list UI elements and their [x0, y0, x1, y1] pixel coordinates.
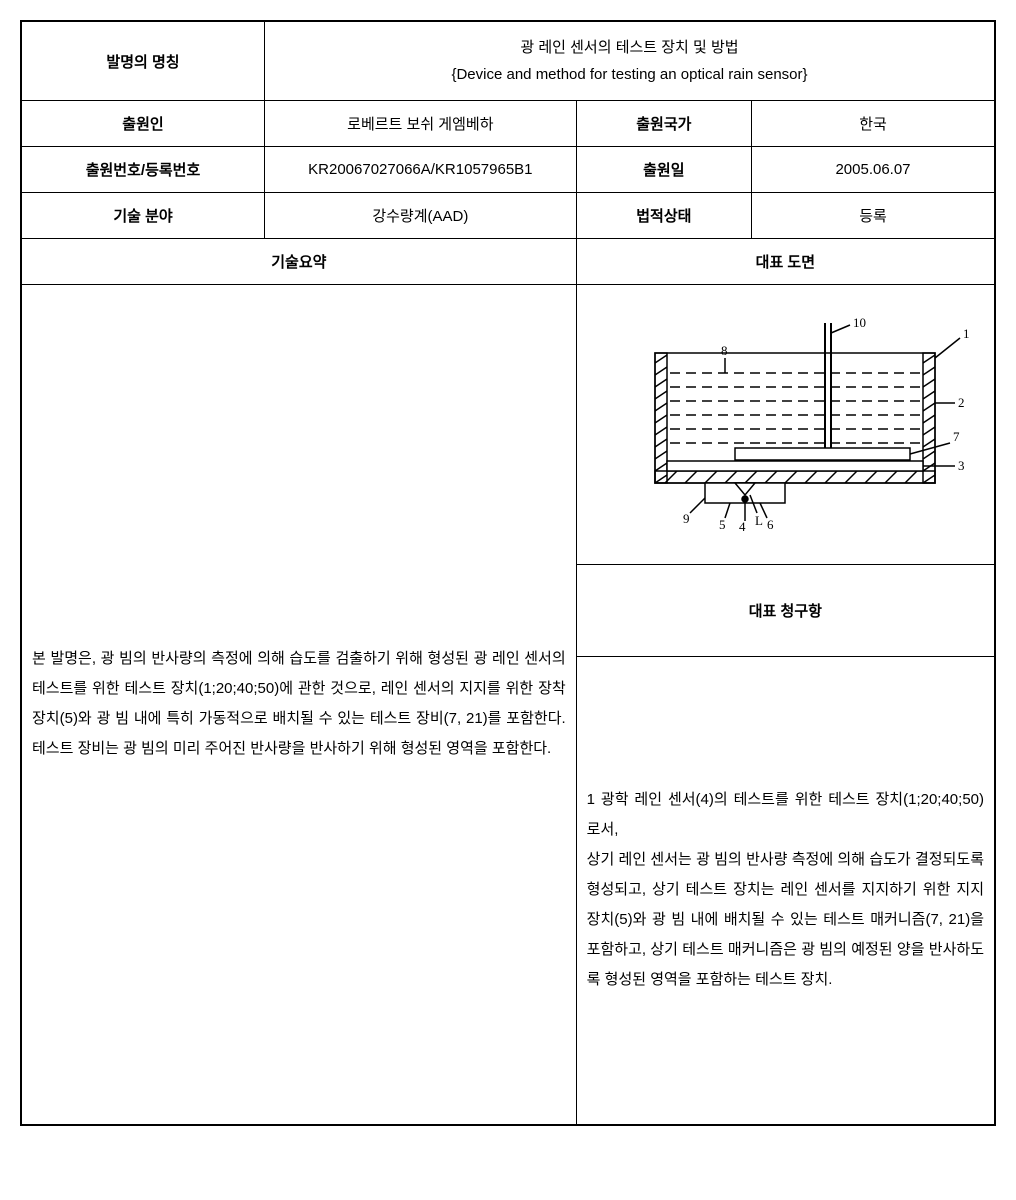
label-country: 출원국가: [576, 101, 751, 147]
patent-info-table: 발명의 명칭 광 레인 센서의 테스트 장치 및 방법 {Device and …: [20, 20, 996, 1126]
title-kr: 광 레인 센서의 테스트 장치 및 방법: [520, 39, 738, 56]
svg-text:1: 1: [963, 326, 970, 341]
svg-text:2: 2: [958, 395, 965, 410]
cell-rep-drawing: 1 2 3 7 8 10 9 5 4 6 L: [576, 285, 995, 565]
svg-text:6: 6: [767, 517, 774, 532]
label-tech-field: 기술 분야: [21, 193, 265, 239]
cell-tech-summary: 본 발명은, 광 빔의 반사량의 측정에 의해 습도를 검출하기 위해 형성된 …: [21, 285, 576, 1125]
patent-drawing-svg: 1 2 3 7 8 10 9 5 4 6 L: [595, 313, 975, 533]
header-rep-claim: 대표 청구항: [576, 565, 995, 657]
svg-text:10: 10: [853, 315, 866, 330]
header-rep-drawing: 대표 도면: [576, 239, 995, 285]
svg-text:3: 3: [958, 458, 965, 473]
label-applicant: 출원인: [21, 101, 265, 147]
value-applicant: 로베르트 보쉬 게엠베하: [265, 101, 577, 147]
header-tech-summary: 기술요약: [21, 239, 576, 285]
label-legal-status: 법적상태: [576, 193, 751, 239]
rep-claim-text: 1 광학 레인 센서(4)의 테스트를 위한 테스트 장치(1;20;40;50…: [587, 791, 984, 988]
svg-text:4: 4: [739, 519, 746, 533]
value-app-number: KR20067027066A/KR1057965B1: [265, 147, 577, 193]
label-app-number: 출원번호/등록번호: [21, 147, 265, 193]
svg-text:7: 7: [953, 429, 960, 444]
value-tech-field: 강수량계(AAD): [265, 193, 577, 239]
tech-summary-text: 본 발명은, 광 빔의 반사량의 측정에 의해 습도를 검출하기 위해 형성된 …: [32, 650, 566, 757]
title-en: {Device and method for testing an optica…: [451, 66, 807, 83]
label-invention-name: 발명의 명칭: [21, 21, 265, 101]
value-country: 한국: [751, 101, 995, 147]
label-app-date: 출원일: [576, 147, 751, 193]
value-legal-status: 등록: [751, 193, 995, 239]
svg-text:5: 5: [719, 517, 726, 532]
value-app-date: 2005.06.07: [751, 147, 995, 193]
svg-text:L: L: [755, 513, 763, 528]
svg-text:9: 9: [683, 511, 690, 526]
value-invention-title: 광 레인 센서의 테스트 장치 및 방법 {Device and method …: [265, 21, 996, 101]
svg-text:8: 8: [721, 343, 728, 358]
cell-rep-claim: 1 광학 레인 센서(4)의 테스트를 위한 테스트 장치(1;20;40;50…: [576, 656, 995, 1125]
